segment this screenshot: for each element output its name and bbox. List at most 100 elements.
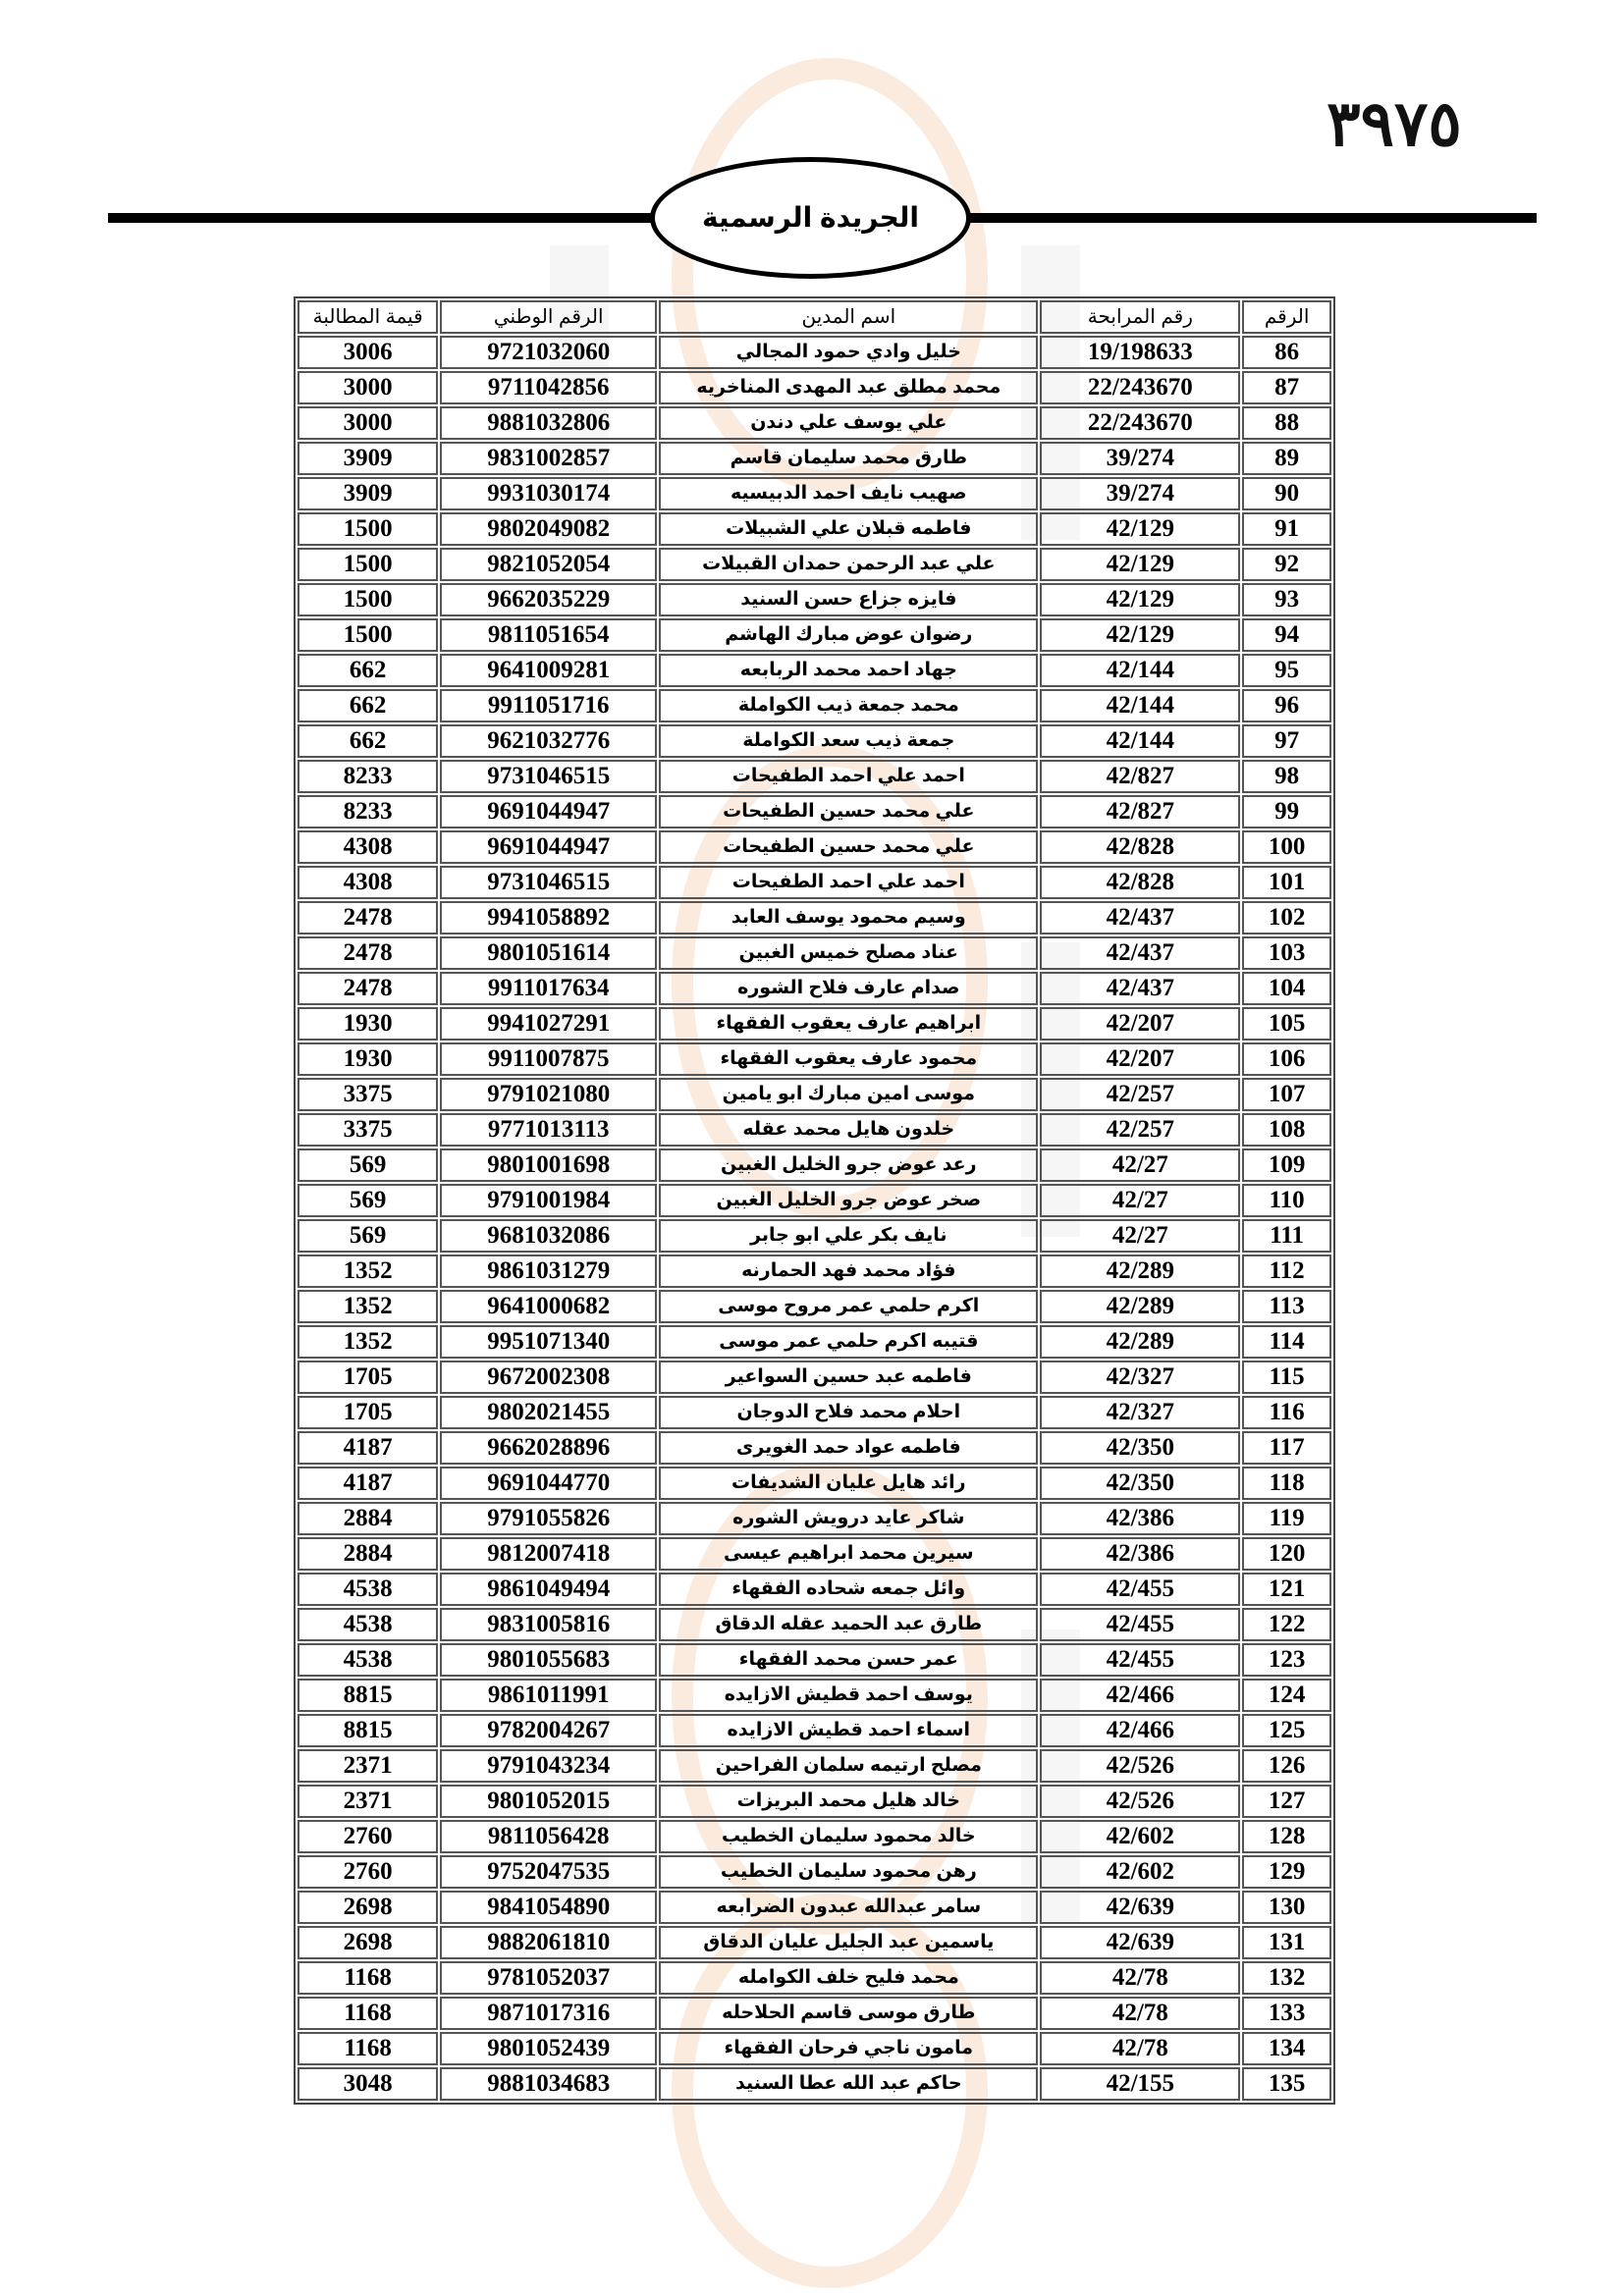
table-row: 95 42/144 جهاد احمد محمد الربابعه 964100928…	[298, 654, 1331, 687]
murabaha-number: 42/144	[1040, 689, 1241, 722]
national-id: 9691044947	[440, 830, 658, 864]
murabaha-number: 42/257	[1040, 1078, 1241, 1111]
debtor-name: فايزه جزاع حسن السنيد	[659, 583, 1039, 616]
header-number: الرقم	[1242, 300, 1331, 334]
claim-amount: 1500	[298, 548, 439, 581]
table-row: 101 42/828 احمد علي احمد الطفيحات 973104651…	[298, 866, 1331, 899]
claim-amount: 3909	[298, 442, 439, 475]
table-row: 110 42/27 صخر عوض جرو الخليل الغبين 9791001…	[298, 1184, 1331, 1217]
national-id: 9941027291	[440, 1007, 658, 1041]
debtor-name: محمد جمعة ذيب الكواملة	[659, 689, 1039, 722]
table-row: 132 42/78 محمد فليح خلف الكوامله 9781052037…	[298, 1961, 1331, 1995]
row-number: 130	[1242, 1891, 1331, 1924]
murabaha-number: 42/455	[1040, 1573, 1241, 1606]
row-number: 126	[1242, 1749, 1331, 1783]
claim-amount: 1500	[298, 583, 439, 616]
national-id: 9641000682	[440, 1290, 658, 1323]
table-row: 121 42/455 وائل جمعه شحاده الفقهاء 98610494…	[298, 1573, 1331, 1606]
claim-amount: 3000	[298, 406, 439, 440]
debtor-name: طارق موسى قاسم الحلاحله	[659, 1997, 1039, 2030]
murabaha-number: 19/198633	[1040, 336, 1241, 369]
table-row: 112 42/289 فؤاد محمد فهد الحمارنه 986103127…	[298, 1255, 1331, 1288]
murabaha-number: 42/129	[1040, 548, 1241, 581]
national-id: 9831005816	[440, 1608, 658, 1641]
debtor-name: صهيب نايف احمد الدبيسيه	[659, 477, 1039, 510]
row-number: 121	[1242, 1573, 1331, 1606]
murabaha-number: 42/155	[1040, 2067, 1241, 2101]
murabaha-number: 22/243670	[1040, 371, 1241, 404]
murabaha-number: 42/455	[1040, 1608, 1241, 1641]
debtor-name: جمعة ذيب سعد الكواملة	[659, 724, 1039, 758]
national-id: 9841054890	[440, 1891, 658, 1924]
table-row: 96 42/144 محمد جمعة ذيب الكواملة 9911051716…	[298, 689, 1331, 722]
debtor-name: صدام عارف فلاح الشوره	[659, 972, 1039, 1005]
claim-amount: 1930	[298, 1007, 439, 1041]
claim-amount: 2698	[298, 1891, 439, 1924]
debtor-name: احمد علي احمد الطفيحات	[659, 760, 1039, 793]
header-claim-amount: قيمة المطالبة	[298, 300, 439, 334]
table-row: 133 42/78 طارق موسى قاسم الحلاحله 987101731…	[298, 1997, 1331, 2030]
national-id: 9831002857	[440, 442, 658, 475]
row-number: 113	[1242, 1290, 1331, 1323]
murabaha-number: 42/386	[1040, 1502, 1241, 1535]
claim-amount: 569	[298, 1148, 439, 1182]
row-number: 123	[1242, 1643, 1331, 1677]
murabaha-number: 42/78	[1040, 1961, 1241, 1995]
table-row: 88 22/243670 علي يوسف علي دندن 9881032806 30…	[298, 406, 1331, 440]
row-number: 122	[1242, 1608, 1331, 1641]
claim-amount: 2371	[298, 1785, 439, 1818]
national-id: 9882061810	[440, 1926, 658, 1959]
table-row: 116 42/327 احلام محمد فلاح الدوجان 98020214…	[298, 1396, 1331, 1429]
claim-amount: 1500	[298, 618, 439, 652]
murabaha-number: 42/78	[1040, 1997, 1241, 2030]
debtor-name: نايف بكر علي ابو جابر	[659, 1219, 1039, 1253]
row-number: 94	[1242, 618, 1331, 652]
table-row: 87 22/243670 محمد مطلق عبد المهدى المناخري…	[298, 371, 1331, 404]
debtor-name: علي يوسف علي دندن	[659, 406, 1039, 440]
row-number: 117	[1242, 1431, 1331, 1465]
debtor-name: شاكر عايد درويش الشوره	[659, 1502, 1039, 1535]
claim-amount: 4538	[298, 1608, 439, 1641]
table-row: 91 42/129 فاطمه قبلان علي الشبيلات 98020490…	[298, 512, 1331, 546]
claim-amount: 1705	[298, 1361, 439, 1394]
debtor-name: احلام محمد فلاح الدوجان	[659, 1396, 1039, 1429]
row-number: 132	[1242, 1961, 1331, 1995]
claim-amount: 1168	[298, 2032, 439, 2065]
table-row: 89 39/274 طارق محمد سليمان قاسم 9831002857 3…	[298, 442, 1331, 475]
row-number: 95	[1242, 654, 1331, 687]
national-id: 9662035229	[440, 583, 658, 616]
debtor-name: علي محمد حسين الطفيحات	[659, 830, 1039, 864]
national-id: 9721032060	[440, 336, 658, 369]
murabaha-number: 39/274	[1040, 442, 1241, 475]
murabaha-number: 42/129	[1040, 512, 1241, 546]
murabaha-number: 42/437	[1040, 936, 1241, 970]
table-row: 103 42/437 عناد مصلح خميس الغبين 9801051614…	[298, 936, 1331, 970]
debtor-name: وائل جمعه شحاده الفقهاء	[659, 1573, 1039, 1606]
row-number: 86	[1242, 336, 1331, 369]
murabaha-number: 42/526	[1040, 1749, 1241, 1783]
murabaha-number: 42/144	[1040, 654, 1241, 687]
debtor-name: محمود عارف يعقوب الفقهاء	[659, 1042, 1039, 1076]
national-id: 9911017634	[440, 972, 658, 1005]
national-id: 9802021455	[440, 1396, 658, 1429]
claim-amount: 8233	[298, 795, 439, 828]
claim-amount: 4538	[298, 1573, 439, 1606]
row-number: 112	[1242, 1255, 1331, 1288]
national-id: 9861049494	[440, 1573, 658, 1606]
national-id: 9811056428	[440, 1820, 658, 1853]
table-row: 134 42/78 مامون ناجي فرحان الفقهاء 98010524…	[298, 2032, 1331, 2065]
debtor-name: طارق محمد سليمان قاسم	[659, 442, 1039, 475]
row-number: 106	[1242, 1042, 1331, 1076]
murabaha-number: 42/639	[1040, 1891, 1241, 1924]
national-id: 9861011991	[440, 1679, 658, 1712]
murabaha-number: 42/129	[1040, 583, 1241, 616]
murabaha-number: 42/466	[1040, 1679, 1241, 1712]
debtor-name: عمر حسن محمد الفقهاء	[659, 1643, 1039, 1677]
debtor-name: خالد محمود سليمان الخطيب	[659, 1820, 1039, 1853]
row-number: 93	[1242, 583, 1331, 616]
row-number: 98	[1242, 760, 1331, 793]
national-id: 9711042856	[440, 371, 658, 404]
table-row: 135 42/155 حاكم عبد الله عطا السنيد 9881034…	[298, 2067, 1331, 2101]
table-row: 113 42/289 اكرم حلمي عمر مروح موسى 96410006…	[298, 1290, 1331, 1323]
national-id: 9801001698	[440, 1148, 658, 1182]
